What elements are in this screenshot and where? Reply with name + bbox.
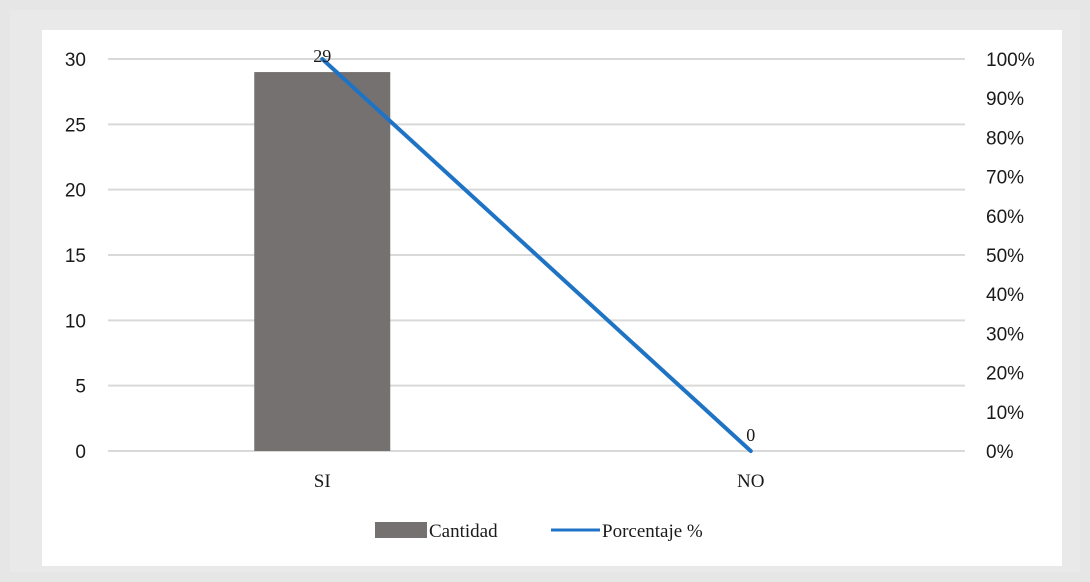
right-tick-label: 90% bbox=[986, 89, 1024, 110]
legend: Cantidad Porcentaje % bbox=[375, 521, 703, 542]
legend-label: Cantidad bbox=[429, 521, 498, 542]
left-y-axis: 0 5 10 15 20 25 30 bbox=[65, 50, 86, 463]
gridlines bbox=[108, 58, 965, 452]
right-tick-label: 60% bbox=[986, 207, 1024, 228]
left-tick-label: 30 bbox=[65, 50, 86, 71]
chart-area bbox=[42, 30, 1062, 566]
right-tick-label: 80% bbox=[986, 128, 1024, 149]
left-tick-label: 20 bbox=[65, 181, 86, 202]
left-tick-label: 0 bbox=[75, 442, 86, 463]
right-tick-label: 70% bbox=[986, 168, 1024, 189]
line-series bbox=[320, 57, 753, 453]
x-tick-label: SI bbox=[314, 471, 331, 492]
right-tick-label: 20% bbox=[986, 364, 1024, 385]
left-tick-label: 15 bbox=[65, 246, 86, 267]
right-tick-label: 10% bbox=[986, 403, 1024, 424]
legend-label: Porcentaje % bbox=[602, 521, 703, 542]
line-path bbox=[320, 57, 753, 453]
legend-swatch-bar bbox=[375, 522, 427, 538]
data-label: 0 bbox=[746, 425, 755, 445]
bar-series bbox=[254, 72, 391, 452]
data-label: 29 bbox=[313, 46, 331, 66]
right-tick-label: 0% bbox=[986, 442, 1014, 463]
right-tick-label: 40% bbox=[986, 285, 1024, 306]
data-labels: 29 0 bbox=[313, 46, 755, 445]
right-tick-label: 50% bbox=[986, 246, 1024, 267]
left-tick-label: 10 bbox=[65, 311, 86, 332]
left-tick-label: 25 bbox=[65, 115, 86, 136]
right-tick-label: 100% bbox=[986, 50, 1035, 71]
x-axis: SI NO bbox=[314, 471, 765, 492]
x-tick-label: NO bbox=[737, 471, 764, 492]
right-y-axis: 0% 10% 20% 30% 40% 50% 60% 70% 80% 90% 100% bbox=[986, 50, 1035, 463]
bar bbox=[254, 72, 391, 452]
left-tick-label: 5 bbox=[75, 377, 86, 398]
right-tick-label: 30% bbox=[986, 324, 1024, 345]
